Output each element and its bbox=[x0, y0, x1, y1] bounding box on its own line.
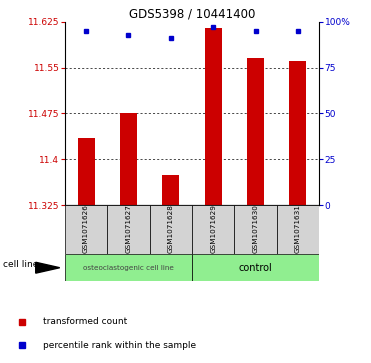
Text: GSM1071629: GSM1071629 bbox=[210, 204, 216, 253]
Title: GDS5398 / 10441400: GDS5398 / 10441400 bbox=[129, 8, 255, 21]
Text: GSM1071630: GSM1071630 bbox=[253, 204, 259, 253]
Text: GSM1071631: GSM1071631 bbox=[295, 204, 301, 253]
Polygon shape bbox=[36, 262, 60, 273]
Text: osteoclastogenic cell line: osteoclastogenic cell line bbox=[83, 265, 174, 271]
Text: cell line: cell line bbox=[3, 260, 39, 269]
Bar bbox=[277, 205, 319, 254]
Text: transformed count: transformed count bbox=[43, 317, 127, 326]
Bar bbox=[192, 205, 234, 254]
Bar bbox=[65, 205, 107, 254]
Text: GSM1071628: GSM1071628 bbox=[168, 204, 174, 253]
Bar bbox=[120, 113, 137, 205]
Text: control: control bbox=[239, 263, 272, 273]
Text: percentile rank within the sample: percentile rank within the sample bbox=[43, 341, 196, 350]
Bar bbox=[162, 175, 179, 205]
Bar bbox=[78, 138, 95, 205]
Text: GSM1071626: GSM1071626 bbox=[83, 204, 89, 253]
Bar bbox=[107, 205, 150, 254]
Bar bbox=[234, 205, 277, 254]
Bar bbox=[150, 205, 192, 254]
Bar bbox=[192, 254, 319, 281]
Text: GSM1071627: GSM1071627 bbox=[125, 204, 131, 253]
Bar bbox=[247, 58, 264, 205]
Bar bbox=[205, 28, 221, 205]
Bar bbox=[65, 254, 192, 281]
Bar bbox=[289, 61, 306, 205]
